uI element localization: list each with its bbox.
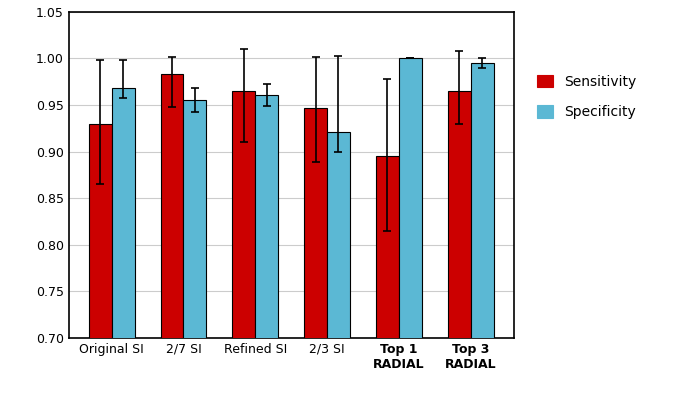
Bar [256, 95, 278, 393]
Bar [376, 156, 399, 393]
Legend: Sensitivity, Specificity: Sensitivity, Specificity [530, 68, 643, 126]
Bar [232, 91, 256, 393]
Bar [160, 74, 184, 393]
Bar [112, 88, 135, 393]
Bar [399, 59, 422, 393]
Bar [89, 124, 112, 393]
Bar [184, 100, 206, 393]
Bar [447, 91, 471, 393]
Bar [471, 63, 493, 393]
Bar [327, 132, 350, 393]
Bar [304, 108, 327, 393]
